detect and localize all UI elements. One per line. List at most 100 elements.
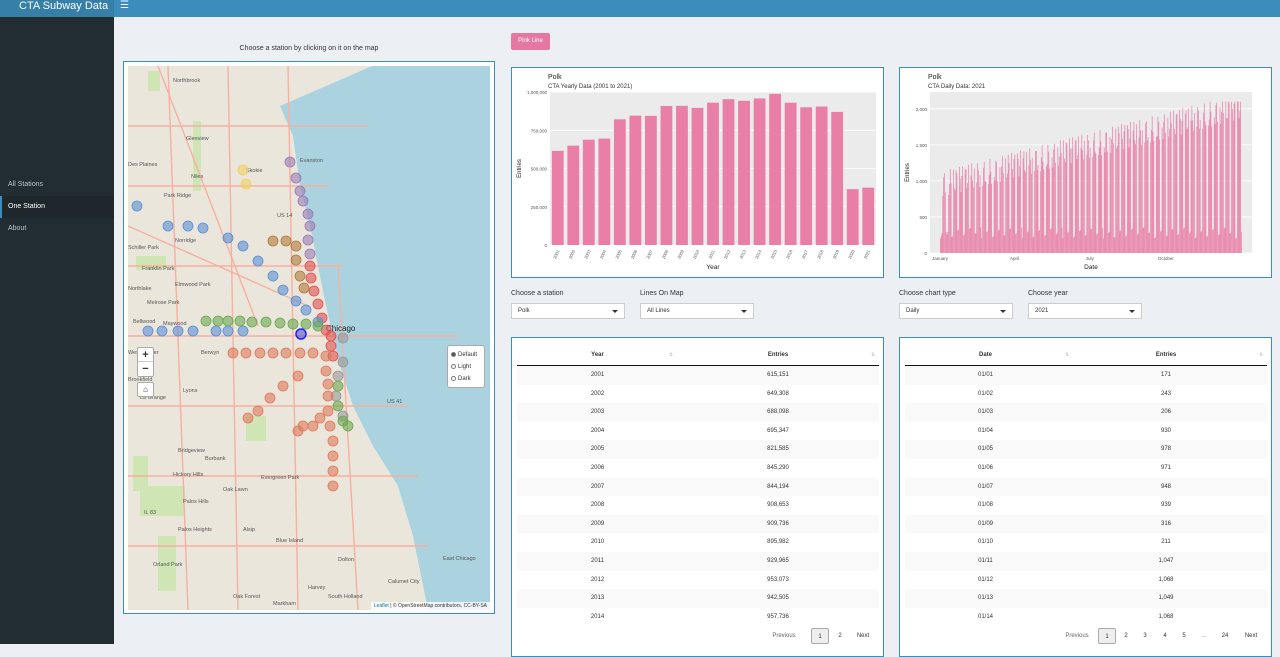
station-marker[interactable] [304, 248, 316, 260]
station-marker[interactable] [222, 325, 234, 337]
sidebar-item-about[interactable]: About [8, 225, 27, 232]
station-marker[interactable] [210, 325, 222, 337]
previous-page-button[interactable]: Previous [772, 633, 796, 639]
station-marker[interactable] [240, 178, 252, 190]
station-marker[interactable] [197, 222, 209, 234]
column-header-entries[interactable]: Entries [767, 352, 789, 358]
station-marker[interactable] [287, 318, 299, 330]
station-marker[interactable] [325, 340, 337, 352]
station-marker[interactable] [297, 195, 309, 207]
station-marker[interactable] [280, 347, 292, 359]
station-marker[interactable] [156, 325, 168, 337]
page-24-button[interactable]: 24 [1221, 633, 1229, 639]
hamburger-icon[interactable]: ☰ [120, 0, 129, 11]
page-1-button[interactable]: 1 [811, 628, 829, 644]
station-marker[interactable] [327, 465, 339, 477]
station-marker[interactable] [312, 298, 324, 310]
page-4-button[interactable]: 4 [1163, 633, 1167, 639]
station-marker[interactable] [294, 185, 306, 197]
page-1-button[interactable]: 1 [1098, 628, 1116, 644]
zoom-in-button[interactable]: + [138, 348, 153, 362]
station-marker[interactable] [314, 412, 326, 424]
station-marker[interactable] [292, 425, 304, 437]
station-marker[interactable] [308, 285, 320, 297]
line-color-button[interactable]: Pink Line [511, 33, 550, 50]
station-marker[interactable] [322, 378, 334, 390]
station-marker[interactable] [172, 325, 184, 337]
column-header-date[interactable]: Date [978, 352, 992, 358]
station-marker[interactable] [337, 356, 349, 368]
station-marker[interactable] [277, 284, 289, 296]
station-marker[interactable] [187, 325, 199, 337]
station-marker[interactable] [307, 420, 319, 432]
sort-icon[interactable]: ⇅ [1259, 352, 1264, 358]
page-5-button[interactable]: 5 [1182, 633, 1186, 639]
station-marker[interactable] [252, 405, 264, 417]
station-marker[interactable] [240, 347, 252, 359]
station-map[interactable]: Northbrook Glenview Des Plaines Skokie Niles… [128, 66, 490, 610]
station-marker[interactable] [292, 370, 304, 382]
station-marker[interactable] [234, 315, 246, 327]
lines-select[interactable]: All Lines [640, 303, 754, 319]
station-marker[interactable] [290, 295, 302, 307]
leaflet-link[interactable]: Leaflet [373, 603, 389, 609]
station-marker[interactable] [324, 420, 336, 432]
station-marker[interactable] [267, 270, 279, 282]
sidebar-item-all-stations[interactable]: All Stations [8, 181, 44, 188]
station-marker[interactable] [227, 347, 239, 359]
station-marker[interactable] [277, 380, 289, 392]
column-header-year[interactable]: Year [591, 352, 604, 358]
station-marker[interactable] [290, 172, 302, 184]
app-title[interactable]: CTA Subway Data [0, 0, 114, 17]
station-marker[interactable] [237, 240, 249, 252]
station-marker[interactable] [264, 392, 276, 404]
station-marker[interactable] [267, 235, 279, 247]
station-marker[interactable] [332, 380, 344, 392]
radio-icon[interactable] [451, 363, 456, 369]
station-marker[interactable] [200, 315, 212, 327]
station-marker[interactable] [332, 400, 344, 412]
station-marker[interactable] [242, 412, 254, 424]
next-page-button[interactable]: Next [856, 633, 870, 639]
sidebar-item-one-station[interactable]: One Station [0, 196, 114, 218]
station-marker[interactable] [327, 435, 339, 447]
station-marker[interactable] [332, 370, 344, 382]
station-marker[interactable] [290, 254, 302, 266]
map-canvas[interactable]: Northbrook Glenview Des Plaines Skokie Niles… [128, 66, 490, 610]
station-marker[interactable] [274, 317, 286, 329]
station-marker[interactable] [304, 220, 316, 232]
station-marker[interactable] [320, 365, 332, 377]
station-marker[interactable] [304, 260, 316, 272]
sort-icon[interactable]: ⇅ [1065, 352, 1070, 358]
station-marker[interactable] [182, 220, 194, 232]
station-marker[interactable] [260, 316, 272, 328]
station-marker[interactable] [222, 232, 234, 244]
station-marker[interactable] [302, 234, 314, 246]
zoom-out-button[interactable]: − [142, 363, 149, 375]
station-marker[interactable] [162, 220, 174, 232]
station-marker[interactable] [305, 272, 317, 284]
next-page-button[interactable]: Next [1244, 633, 1258, 639]
home-icon[interactable]: ⌂ [137, 382, 154, 397]
year-select[interactable]: 2021 [1028, 303, 1142, 319]
page-2-button[interactable]: 2 [838, 633, 842, 639]
radio-icon[interactable] [451, 375, 456, 381]
station-marker[interactable] [142, 325, 154, 337]
station-marker[interactable] [267, 347, 279, 359]
radio-icon[interactable] [451, 351, 456, 357]
station-marker[interactable] [320, 350, 332, 362]
station-marker[interactable] [337, 332, 349, 344]
chart-type-select[interactable]: Daily [899, 303, 1013, 319]
selected-station-marker[interactable] [295, 328, 307, 340]
station-marker[interactable] [298, 282, 310, 294]
station-marker[interactable] [284, 156, 296, 168]
station-marker[interactable] [290, 240, 302, 252]
page-2-button[interactable]: 2 [1124, 633, 1128, 639]
station-marker[interactable] [325, 330, 337, 342]
station-marker[interactable] [307, 347, 319, 359]
station-marker[interactable] [237, 164, 249, 176]
station-marker[interactable] [327, 450, 339, 462]
station-marker[interactable] [254, 347, 266, 359]
station-marker[interactable] [294, 347, 306, 359]
station-marker[interactable] [252, 255, 264, 267]
